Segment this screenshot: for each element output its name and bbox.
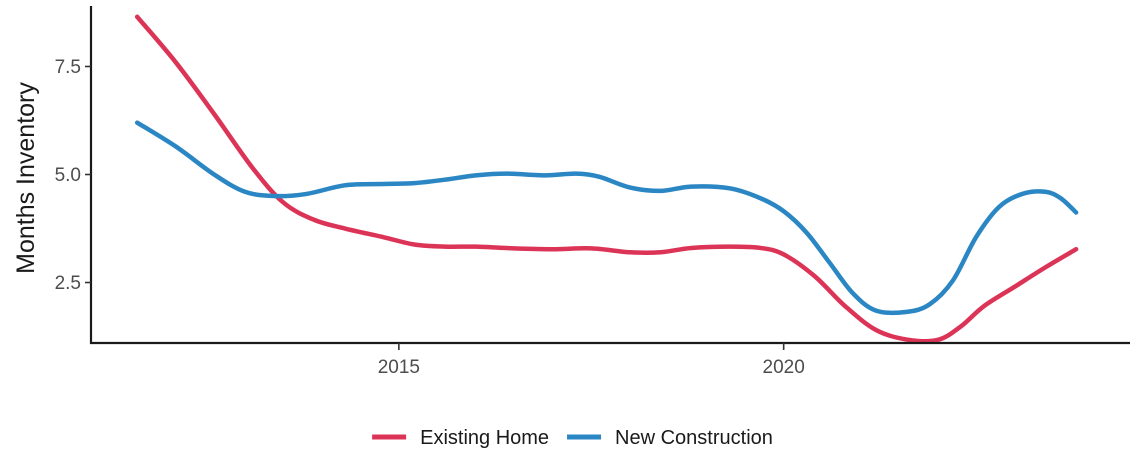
legend: Existing Home New Construction [372,427,773,449]
series-line-new-construction [134,120,1079,316]
y-tick-label: 7.5 [55,57,81,78]
series-line-existing-home [134,14,1079,344]
y-tick-label: 2.5 [55,273,81,294]
legend-label: Existing Home [420,427,549,449]
y-axis-title: Months Inventory [12,82,40,274]
legend-label: New Construction [615,427,773,449]
x-tick-label: 2015 [378,357,420,378]
y-tick-label: 5.0 [55,165,81,186]
x-tick-label: 2020 [763,357,805,378]
axes: 2.5 5.0 7.5 2015 2020 [55,6,1130,378]
plot-area [134,14,1079,344]
